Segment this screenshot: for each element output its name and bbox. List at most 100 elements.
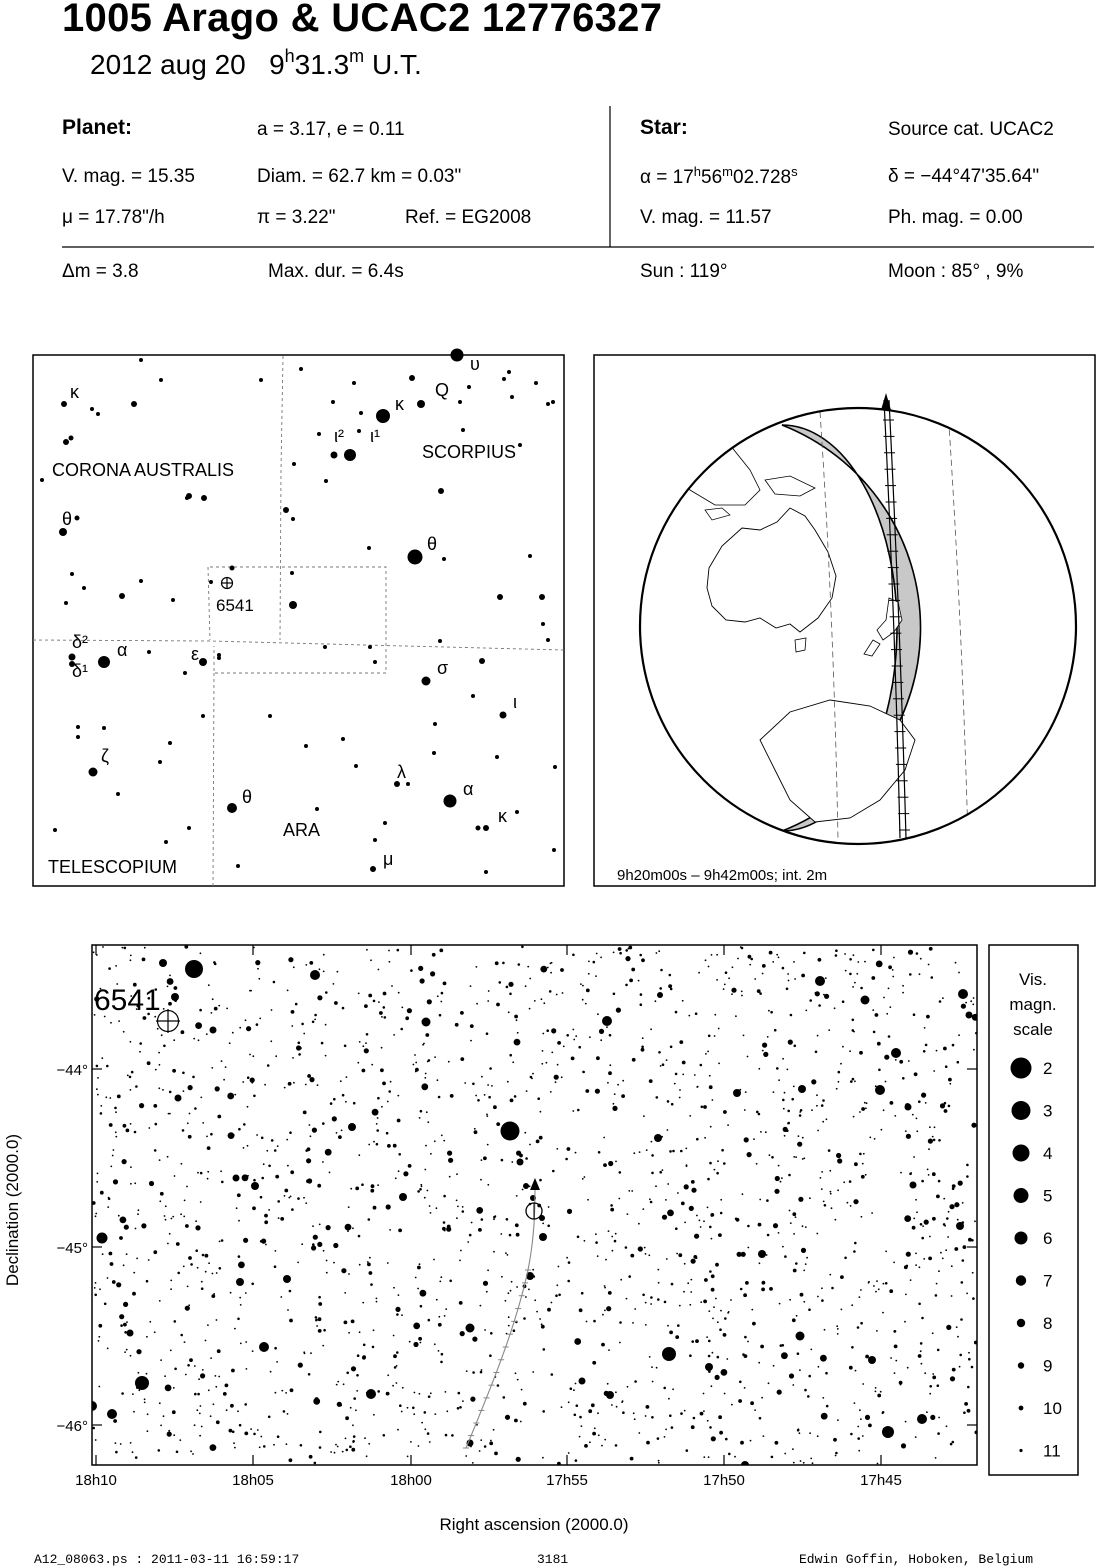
star-dot (582, 1070, 585, 1074)
star-dot (164, 840, 168, 844)
star-dot (578, 1045, 581, 1049)
star-dot (362, 1343, 366, 1347)
star-dot (833, 1437, 837, 1442)
star-dot (424, 1428, 427, 1431)
star-dot (746, 1152, 752, 1158)
x-axis-ticks (95, 945, 882, 1465)
star-dot (795, 1156, 797, 1158)
star-dot (473, 1127, 476, 1130)
star-dot (889, 1289, 894, 1294)
star-dot (883, 996, 885, 999)
legend-mag-label: 3 (1043, 1102, 1052, 1121)
star-dot (716, 1171, 719, 1175)
star-dot (782, 1098, 785, 1102)
star-dot (173, 1320, 177, 1323)
finder-stars (40, 348, 557, 874)
star-dot (685, 1449, 689, 1452)
star-dot (199, 1201, 202, 1203)
star-dot (945, 1249, 948, 1252)
star-dot (393, 1366, 397, 1369)
star-dot (311, 1020, 315, 1024)
star-dot (886, 1012, 889, 1015)
star-dot (972, 997, 975, 999)
star-dot (433, 722, 437, 726)
star-dot (164, 1384, 172, 1392)
star-dot (612, 1102, 615, 1105)
star-dot (865, 1102, 868, 1105)
star-dot (829, 1192, 832, 1195)
star-dot (490, 1332, 493, 1335)
star-dot (816, 1034, 819, 1037)
star-dot (486, 1115, 489, 1117)
star-dot (798, 1114, 802, 1117)
star-dot (718, 1415, 722, 1420)
star-dot (287, 1309, 289, 1311)
star-dot (383, 1016, 387, 1019)
bright-star-dot (232, 1174, 240, 1182)
footer-author: Edwin Goffin, Hoboken, Belgium (799, 1552, 1034, 1567)
star-dot (200, 1287, 204, 1290)
star-dot (354, 764, 358, 768)
star-dot (96, 1181, 99, 1183)
star-dot (525, 1090, 528, 1092)
star-dot (797, 1428, 800, 1431)
star-dot (607, 1230, 610, 1232)
star-designation: θ (427, 534, 437, 554)
star-dot (608, 1071, 612, 1076)
star-dot (716, 1355, 720, 1359)
star-dot (928, 1148, 930, 1151)
star-dot (211, 998, 214, 1001)
star-dot (873, 1285, 875, 1287)
star-dot (747, 954, 752, 959)
star-designation: κ (498, 806, 508, 826)
event-datetime: 2012 aug 20 9h31.3m U.T. (90, 46, 422, 81)
star-dot (814, 1050, 818, 1054)
star-dot (942, 1223, 946, 1226)
star-dot (200, 1425, 203, 1428)
star-dot (795, 1314, 798, 1317)
star-dot (251, 1282, 254, 1286)
star-dot (823, 1204, 827, 1207)
star-dot (200, 1280, 203, 1283)
star-dot (776, 953, 779, 956)
star-dot (860, 1321, 863, 1325)
star-dot (274, 1391, 277, 1394)
star-dot (529, 1143, 531, 1146)
star-dot (344, 1223, 352, 1231)
star-dot (867, 1281, 870, 1284)
star-dot (475, 1094, 477, 1097)
star-dot (574, 1382, 577, 1385)
star-dot (201, 1369, 204, 1371)
star-dot (210, 1012, 213, 1014)
star-dot (547, 1224, 550, 1228)
star-dot (106, 1277, 109, 1279)
star-dot (253, 1094, 256, 1098)
star-dot (299, 367, 303, 371)
star-dot (358, 1263, 361, 1266)
star-dot (288, 1196, 291, 1199)
star-dot (507, 1011, 510, 1014)
star-dot (535, 1139, 540, 1144)
star-dot (651, 1416, 654, 1419)
star-dot (119, 1443, 122, 1445)
star-dot (147, 650, 151, 654)
star-dot (341, 1093, 345, 1097)
star-designation: σ (437, 658, 448, 678)
star-dot (97, 1077, 99, 1079)
star-dot (781, 1352, 788, 1360)
star-dot (180, 1333, 183, 1337)
star-dot (792, 1085, 795, 1088)
star-dot (695, 1339, 699, 1343)
antarctica-outline (759, 699, 916, 823)
star-dot (514, 1372, 517, 1375)
star-dot (931, 1332, 934, 1335)
star-dot (487, 1183, 490, 1186)
star-dot (259, 1195, 263, 1199)
star-dot (319, 1430, 322, 1434)
star-dot (187, 1364, 190, 1367)
star-dot (395, 1382, 398, 1384)
star-dot (260, 1435, 263, 1438)
star-dot (743, 1354, 748, 1358)
star-dot (719, 1328, 722, 1331)
star-dot (944, 1065, 948, 1068)
